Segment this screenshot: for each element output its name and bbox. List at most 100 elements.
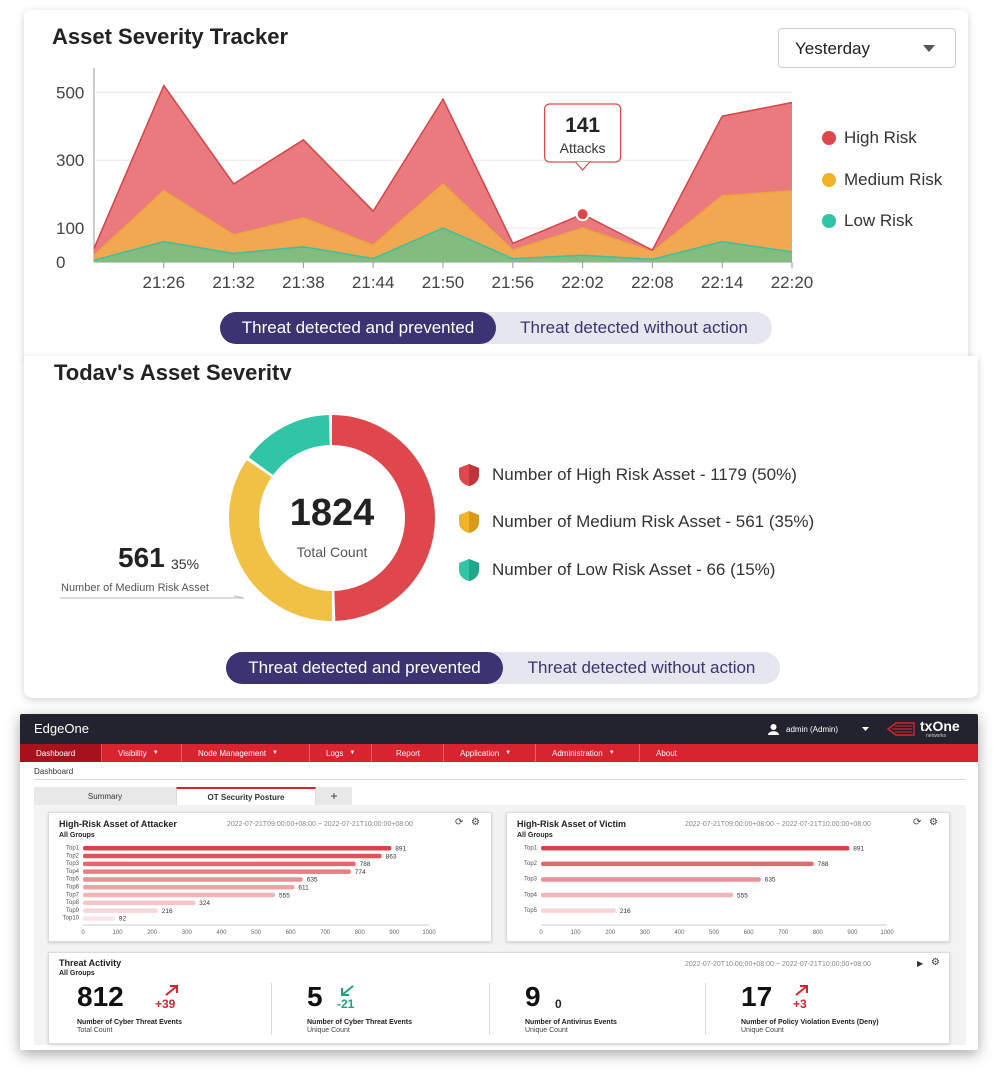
- nav-dashboard[interactable]: Dashboard: [20, 744, 102, 762]
- nav-about[interactable]: About: [640, 744, 700, 762]
- metric-policy-violation: 17 +3 Number of Policy Violation Events …: [741, 981, 941, 1041]
- attacker-date: 2022-07-21T09:00:00+08:00 ~ 2022-07-21T1…: [227, 821, 413, 828]
- bar-value: 863: [386, 853, 397, 860]
- gear-icon[interactable]: ⚙: [471, 817, 480, 828]
- bar-label: Top4: [524, 892, 538, 898]
- severity-donut-chart: [60, 415, 435, 621]
- bar-label: Top1: [524, 846, 538, 852]
- bar-label: Top1: [66, 846, 80, 852]
- chevron-down-icon[interactable]: [862, 727, 869, 732]
- total-count-label: Total Count: [296, 544, 368, 560]
- tracker-title: Asset Severity Tracker: [52, 24, 289, 49]
- bar-label: Top7: [66, 892, 80, 898]
- severity-area-chart: 0 100 300 500 21:26 21:32 21:38 21:44 21:50 21:56…: [56, 68, 814, 292]
- tab-ot-security-posture[interactable]: OT Security Posture: [176, 787, 316, 805]
- nav-logs[interactable]: Logs ▼: [310, 744, 372, 762]
- x-tick-label: 500: [251, 930, 262, 936]
- bar-label: Top10: [63, 916, 80, 922]
- bar-value: 891: [395, 846, 406, 853]
- caret-down-icon: ▼: [608, 750, 615, 756]
- metric-value: 17: [741, 981, 773, 1012]
- dashboard-tabs: Summary OT Security Posture +: [34, 787, 352, 805]
- bar[interactable]: [541, 892, 734, 898]
- bar[interactable]: [83, 885, 295, 890]
- play-icon[interactable]: ▶: [917, 959, 924, 968]
- victim-panel: High-Risk Asset of Victim 2022-07-21T09:…: [506, 812, 950, 942]
- tab-summary[interactable]: Summary: [34, 787, 176, 805]
- donut-medium-segment[interactable]: [229, 415, 435, 621]
- x-tick-label: 300: [182, 930, 193, 936]
- nav-logs-label: Logs: [326, 748, 344, 758]
- attacker-panel: High-Risk Asset of Attacker 2022-07-21T0…: [48, 812, 492, 942]
- bar-value: 788: [818, 861, 829, 868]
- metric-label: Number of Antivirus Events: [525, 1019, 617, 1026]
- x-tick-label: 500: [709, 930, 720, 936]
- callout-value: 561: [118, 542, 165, 573]
- caret-down-icon: ▼: [349, 750, 356, 756]
- nav-application-label: Application: [460, 748, 500, 758]
- x-tick-label: 22:20: [771, 273, 814, 292]
- add-tab-button[interactable]: +: [316, 787, 352, 805]
- severity-toggle-without-action[interactable]: Threat detected without action: [527, 658, 756, 677]
- caret-down-icon: ▼: [272, 750, 278, 756]
- legend-low-asset-label: Number of Low Risk Asset - 66 (15%): [492, 560, 776, 579]
- bar[interactable]: [541, 908, 616, 913]
- brand-name: txOne: [920, 718, 960, 734]
- toggle-prevented[interactable]: Threat detected and prevented: [220, 312, 496, 344]
- bar[interactable]: [83, 908, 158, 913]
- nav-administration[interactable]: Administration ▼: [536, 744, 640, 762]
- bar[interactable]: [541, 846, 850, 851]
- bar[interactable]: [83, 892, 276, 898]
- high-risk-area: [94, 85, 792, 262]
- bar-value: 611: [298, 885, 309, 892]
- low-risk-area-line: [93, 227, 793, 262]
- nav-node-management[interactable]: Node Management ▼: [182, 744, 310, 762]
- tooltip-point[interactable]: [575, 207, 590, 222]
- x-tick-label: 21:38: [282, 273, 325, 292]
- callout-label: Number of Medium Risk Asset: [61, 582, 209, 594]
- victim-group: All Groups: [517, 832, 553, 839]
- x-tick-label: 1000: [422, 930, 436, 936]
- nav-visibility[interactable]: Visibility ▼: [102, 744, 182, 762]
- refresh-icon[interactable]: ⟳: [455, 817, 464, 828]
- legend-high-label: High Risk: [844, 128, 917, 147]
- x-tick-label: 700: [320, 930, 331, 936]
- nav-report[interactable]: Report: [372, 744, 444, 762]
- x-tick-label: 21:44: [352, 273, 395, 292]
- bar[interactable]: [83, 900, 196, 906]
- tooltip-value: 141: [565, 114, 600, 137]
- divider: [489, 983, 490, 1035]
- low-risk-area: [94, 228, 792, 262]
- donut-high-segment[interactable]: [229, 415, 435, 621]
- user-icon: [768, 724, 779, 735]
- refresh-icon[interactable]: ⟳: [913, 817, 922, 828]
- bar[interactable]: [541, 861, 814, 867]
- divider: [705, 983, 706, 1035]
- nav-application[interactable]: Application ▼: [444, 744, 536, 762]
- gear-icon[interactable]: ⚙: [929, 817, 938, 828]
- period-dropdown[interactable]: Yesterday: [778, 28, 956, 68]
- severity-title: Today's Asset Severity: [54, 360, 292, 380]
- attacker-title: High-Risk Asset of Attacker: [59, 819, 177, 829]
- bar-label: Top9: [66, 908, 80, 914]
- shield-icon: [459, 559, 479, 581]
- bar-value: 891: [853, 846, 864, 853]
- gear-icon[interactable]: ⚙: [931, 957, 940, 968]
- bar[interactable]: [83, 877, 303, 882]
- legend-medium-asset: Number of Medium Risk Asset - 561 (35%): [458, 510, 814, 534]
- bar[interactable]: [83, 869, 351, 874]
- toggle-without-action[interactable]: Threat detected without action: [520, 318, 748, 337]
- bar[interactable]: [83, 846, 392, 851]
- bar[interactable]: [83, 916, 115, 921]
- bar[interactable]: [83, 861, 356, 867]
- arrow-up-right-icon: [165, 985, 178, 996]
- x-tick-label: 21:32: [212, 273, 255, 292]
- severity-toggle-prevented[interactable]: Threat detected and prevented: [226, 652, 503, 684]
- x-tick-label: 200: [605, 930, 616, 936]
- bar[interactable]: [83, 853, 382, 859]
- user-menu[interactable]: admin (Admin): [786, 725, 839, 734]
- metric-value: 5: [307, 981, 323, 1012]
- bar-value: 635: [307, 877, 318, 884]
- bar[interactable]: [541, 877, 761, 882]
- x-tick-label: 1000: [880, 930, 894, 936]
